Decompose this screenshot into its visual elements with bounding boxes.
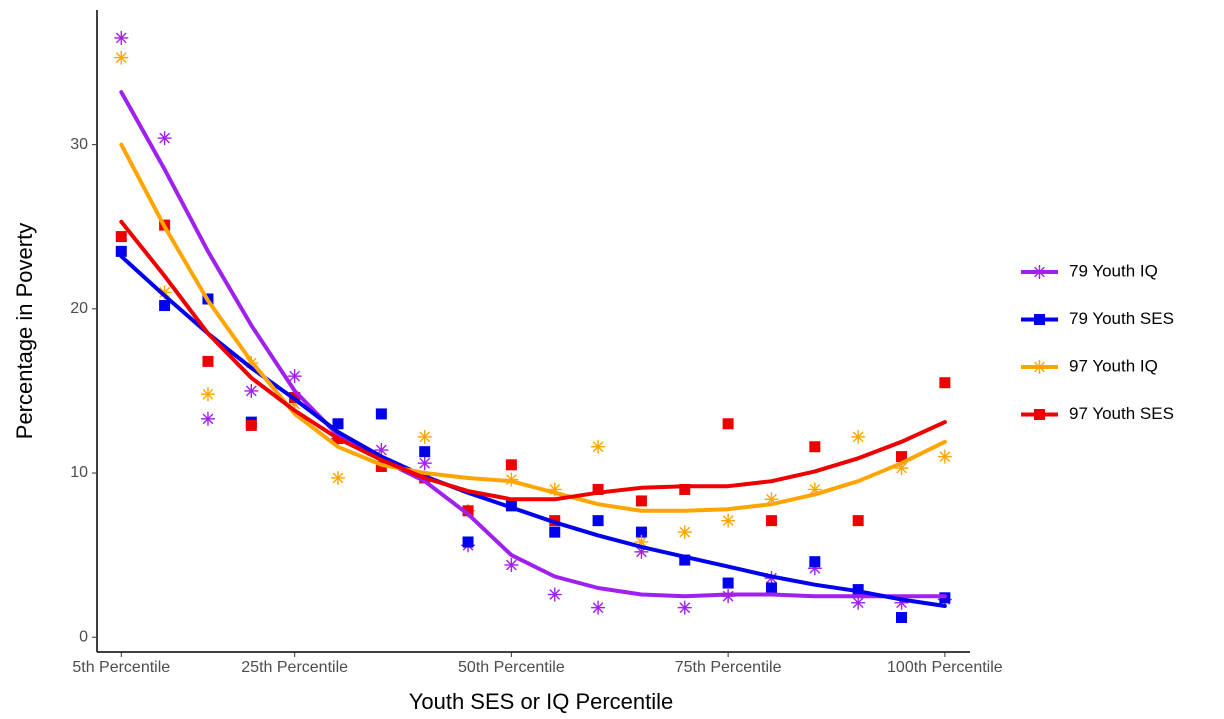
asterisk-stroke (592, 602, 604, 614)
asterisk-stroke (549, 589, 561, 600)
point (115, 245, 127, 257)
point (851, 595, 866, 610)
point (114, 50, 129, 65)
asterisk-stroke (679, 602, 691, 614)
point (635, 495, 647, 507)
point (679, 554, 691, 566)
point (939, 377, 951, 389)
point (896, 451, 908, 463)
point (202, 355, 214, 367)
asterisk-stroke (809, 484, 821, 495)
legend-label: 79 Youth IQ (1069, 261, 1158, 280)
point (462, 505, 474, 517)
asterisk-stroke (159, 132, 171, 144)
asterisk-stroke (1034, 266, 1045, 278)
point (504, 557, 519, 572)
x-tick-label: 100th Percentile (887, 659, 1003, 676)
smooth-line (119, 142, 947, 513)
asterisk-stroke (592, 441, 604, 453)
point (722, 418, 734, 430)
smooth-line (119, 254, 947, 608)
legend-label: 97 Youth SES (1069, 404, 1174, 423)
legend-label: 79 Youth SES (1069, 309, 1174, 328)
point (375, 408, 387, 420)
point (115, 231, 127, 243)
point (591, 439, 606, 454)
legend-label: 97 Youth IQ (1069, 356, 1158, 375)
point (200, 387, 215, 402)
asterisk-stroke (332, 472, 344, 484)
point (287, 369, 302, 384)
point (679, 483, 691, 495)
asterisk-stroke (245, 385, 257, 397)
x-tick-label: 5th Percentile (72, 659, 170, 676)
point (896, 612, 908, 624)
asterisk-stroke (679, 526, 691, 538)
asterisk-stroke (852, 597, 864, 609)
point (157, 131, 172, 146)
smooth-line (119, 219, 947, 502)
asterisk-stroke (1034, 361, 1045, 373)
asterisk-stroke (722, 515, 734, 527)
point (937, 449, 952, 464)
asterisk-stroke (202, 413, 214, 425)
point (417, 456, 432, 471)
y-tick-label: 30 (70, 136, 88, 153)
asterisk-stroke (419, 431, 431, 443)
point (505, 459, 517, 471)
y-axis-title: Percentage in Poverty (12, 223, 37, 439)
x-tick-label: 75th Percentile (675, 659, 782, 676)
x-axis-title: Youth SES or IQ Percentile (409, 689, 674, 714)
asterisk-stroke (115, 32, 127, 44)
point (852, 515, 864, 527)
point (332, 418, 344, 430)
asterisk-stroke (202, 388, 214, 400)
point (547, 587, 562, 602)
asterisk-stroke (289, 370, 301, 382)
point (851, 429, 866, 444)
asterisk-stroke (766, 493, 777, 505)
y-tick-label: 0 (79, 628, 88, 645)
point (722, 577, 734, 589)
x-tick-label: 25th Percentile (241, 659, 348, 676)
point (677, 525, 692, 540)
asterisk-stroke (115, 52, 127, 64)
point (809, 556, 821, 568)
asterisk-stroke (852, 431, 864, 443)
point (677, 600, 692, 615)
point (549, 526, 561, 538)
y-tick-label: 10 (70, 464, 88, 481)
point (245, 419, 257, 431)
asterisk-stroke (939, 451, 951, 463)
point (419, 446, 431, 458)
point (1032, 265, 1047, 279)
point (417, 429, 432, 444)
asterisk-stroke (159, 287, 171, 298)
smooth-line (119, 90, 947, 599)
point (244, 383, 259, 398)
point (592, 515, 604, 527)
asterisk-stroke (896, 462, 907, 474)
point (721, 513, 736, 528)
point (114, 30, 129, 45)
point (1034, 314, 1045, 325)
asterisk-stroke (505, 559, 517, 571)
asterisk-stroke (419, 457, 431, 469)
point (809, 441, 821, 453)
point (200, 411, 215, 426)
point (1032, 360, 1047, 374)
point (635, 526, 647, 538)
point (462, 536, 474, 548)
point (765, 582, 777, 594)
point (1034, 409, 1045, 420)
y-tick-label: 20 (70, 300, 88, 317)
point (331, 470, 346, 485)
point (765, 515, 777, 527)
point (591, 600, 606, 615)
point (592, 483, 604, 495)
point (159, 300, 171, 312)
x-tick-label: 50th Percentile (458, 659, 565, 676)
